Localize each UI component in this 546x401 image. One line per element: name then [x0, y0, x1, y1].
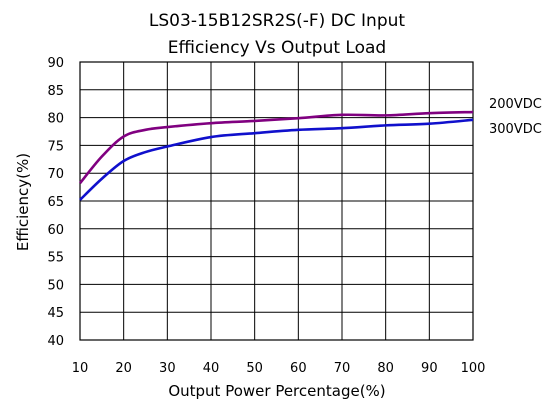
y-tick-label: 65: [47, 195, 64, 210]
grid: [79, 61, 474, 341]
x-tick-label: 100: [461, 361, 486, 376]
tick-labels: 10 20 30 40 50 60 70 80 90 100 40 45 50 55 60 65 70 75 80 8…: [47, 56, 485, 376]
y-tick-label: 80: [47, 112, 64, 127]
y-tick-label: 75: [47, 139, 64, 154]
x-tick-label: 70: [334, 361, 351, 376]
x-tick-label: 10: [72, 361, 89, 376]
series-line-300vdc: [79, 118, 474, 201]
y-tick-label: 60: [47, 223, 64, 238]
y-tick-label: 45: [47, 306, 64, 321]
chart-title-line-2: Efficiency Vs Output Load: [168, 38, 386, 58]
y-tick-label: 55: [47, 251, 64, 266]
x-tick-label: 90: [421, 361, 438, 376]
y-tick-label: 90: [47, 56, 64, 71]
x-tick-label: 50: [246, 361, 263, 376]
series-lines: [78, 110, 474, 201]
x-tick-label: 40: [203, 361, 220, 376]
legend-label-300vdc: 300VDC: [489, 122, 542, 137]
y-tick-label: 50: [47, 278, 64, 293]
x-tick-label: 80: [377, 361, 394, 376]
plot-border: [79, 61, 474, 341]
legend: 200VDC 300VDC: [489, 97, 542, 137]
x-tick-label: 20: [115, 361, 132, 376]
x-axis-label: Output Power Percentage(%): [168, 382, 385, 400]
chart-title-line-1: LS03-15B12SR2S(-F) DC Input: [149, 11, 405, 31]
legend-label-200vdc: 200VDC: [489, 97, 542, 112]
y-axis-label: Efficiency(%): [14, 153, 32, 251]
series-line-200vdc: [78, 110, 474, 185]
y-tick-label: 40: [47, 334, 64, 349]
x-tick-label: 30: [159, 361, 176, 376]
x-tick-label: 60: [290, 361, 307, 376]
y-tick-label: 70: [47, 167, 64, 182]
y-tick-label: 85: [47, 84, 64, 99]
